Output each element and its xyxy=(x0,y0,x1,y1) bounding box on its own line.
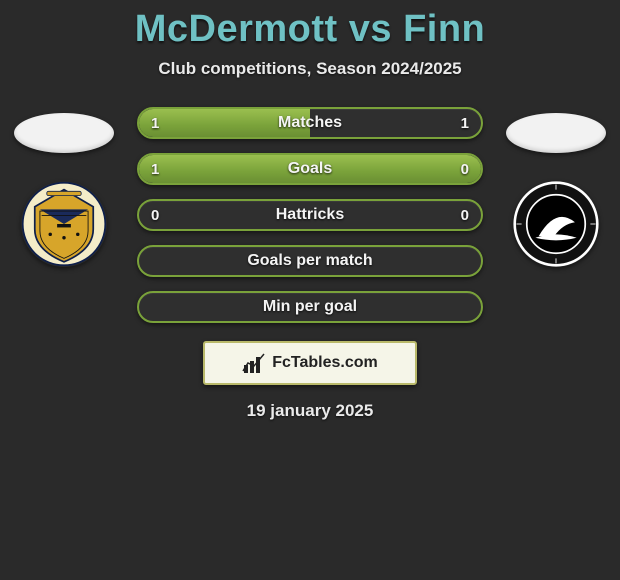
right-club-crest xyxy=(513,181,599,267)
stat-bar: Min per goal xyxy=(137,291,483,323)
left-player-col xyxy=(9,107,119,267)
bar-chart-icon xyxy=(242,351,266,375)
stat-bar: 0Hattricks0 xyxy=(137,199,483,231)
burnley-style-crest-icon xyxy=(21,181,107,267)
brand-watermark: FcTables.com xyxy=(203,341,417,385)
plymouth-style-crest-icon xyxy=(513,181,599,267)
stat-bar: 1Matches1 xyxy=(137,107,483,139)
left-player-photo-placeholder xyxy=(14,113,114,153)
stat-label: Goals per match xyxy=(139,252,481,270)
right-player-photo-placeholder xyxy=(506,113,606,153)
comparison-row: 1Matches11Goals00Hattricks0Goals per mat… xyxy=(0,107,620,323)
brand-text: FcTables.com xyxy=(272,354,378,372)
stat-left-value: 1 xyxy=(151,115,171,132)
stat-right-value: 1 xyxy=(449,115,469,132)
date-line: 19 january 2025 xyxy=(0,401,620,421)
right-player-col xyxy=(501,107,611,267)
subtitle: Club competitions, Season 2024/2025 xyxy=(0,59,620,79)
stat-left-value: 1 xyxy=(151,161,171,178)
stat-label: Min per goal xyxy=(139,298,481,316)
stat-left-value: 0 xyxy=(151,207,171,224)
stat-label: Hattricks xyxy=(139,206,481,224)
left-club-crest xyxy=(21,181,107,267)
stat-right-value: 0 xyxy=(449,207,469,224)
stat-bar: 1Goals0 xyxy=(137,153,483,185)
stat-right-value: 0 xyxy=(449,161,469,178)
page-title: McDermott vs Finn xyxy=(0,8,620,51)
stat-bar-fill xyxy=(139,155,481,183)
stat-bar: Goals per match xyxy=(137,245,483,277)
stats-bars: 1Matches11Goals00Hattricks0Goals per mat… xyxy=(137,107,483,323)
